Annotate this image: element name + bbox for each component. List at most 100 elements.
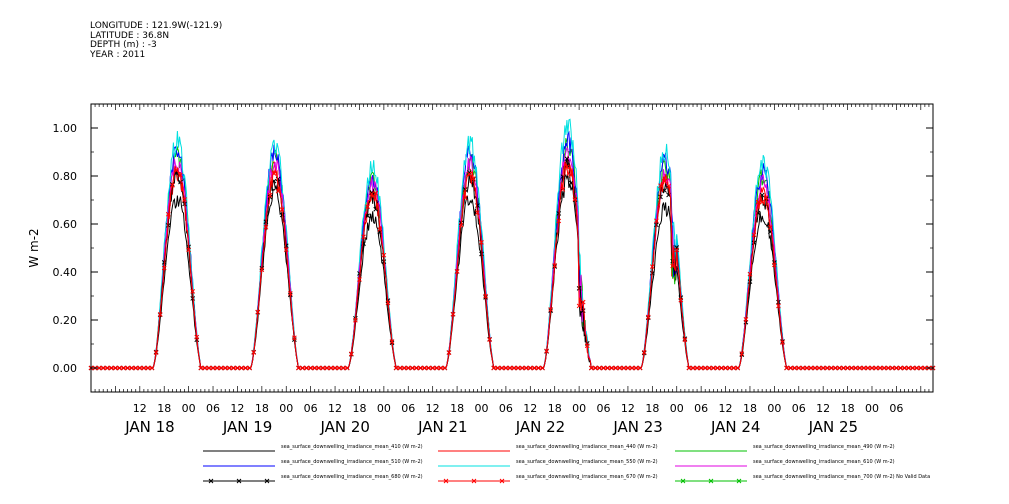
series-marker-7 — [239, 365, 244, 371]
series-line-0 — [91, 173, 933, 369]
series-marker-7 — [885, 365, 891, 371]
series-marker-7 — [397, 365, 403, 371]
series-marker-7 — [613, 365, 619, 371]
series-marker-7 — [698, 365, 704, 371]
legend-label-1: sea_surface_downwelling_irradiance_mean_… — [516, 444, 658, 450]
series-marker-7 — [312, 365, 318, 371]
series-marker-7 — [279, 207, 285, 212]
series-marker-7 — [637, 365, 643, 371]
legend-marker-6 — [236, 478, 242, 484]
series-marker-7 — [633, 365, 639, 371]
series-marker-7 — [702, 365, 708, 371]
series-marker-7 — [100, 365, 106, 371]
series-marker-7 — [776, 303, 781, 309]
series-marker-7 — [247, 365, 252, 371]
series-marker-7 — [198, 365, 204, 371]
series-marker-7 — [153, 350, 159, 355]
series-marker-7 — [617, 365, 623, 371]
series-marker-7 — [320, 365, 326, 371]
series-marker-7 — [300, 365, 305, 371]
series-marker-7 — [731, 365, 737, 371]
axes-layer: 0.00 0.20 0.40 0.60 0.80 1.00 W m-2 12 18 00 06 12 1… — [27, 103, 934, 436]
series-marker-6 — [357, 271, 362, 276]
series-marker-7 — [808, 365, 814, 371]
series-marker-7 — [910, 365, 916, 371]
series-marker-7 — [625, 365, 631, 371]
series-marker-7 — [906, 365, 911, 371]
x-hour-label: 00 — [474, 402, 488, 415]
series-marker-7 — [723, 365, 728, 371]
series-marker-7 — [706, 365, 712, 371]
series-marker-6 — [365, 213, 370, 219]
series-marker-7 — [772, 262, 777, 268]
series-marker-7 — [125, 365, 130, 371]
series-marker-7 — [588, 365, 594, 371]
series-marker-7 — [259, 267, 265, 273]
x-hour-label: 18 — [841, 402, 855, 415]
series-marker-7 — [133, 365, 139, 371]
series-marker-7 — [308, 365, 314, 371]
x-hour-label: 00 — [572, 402, 586, 415]
series-marker-7 — [609, 365, 615, 371]
series-marker-7 — [434, 365, 440, 371]
series-marker-7 — [304, 365, 309, 371]
x-day-label: JAN 23 — [612, 418, 663, 436]
series-marker-7 — [597, 365, 602, 371]
series-marker-7 — [165, 211, 171, 217]
series-marker-7 — [873, 365, 879, 371]
x-day-label: JAN 19 — [222, 418, 273, 436]
series-marker-7 — [865, 365, 871, 371]
series-marker-7 — [206, 365, 212, 371]
series-marker-7 — [601, 365, 606, 371]
legend-marker-7 — [471, 478, 477, 484]
x-hour-label: 00 — [279, 402, 293, 415]
series-marker-7 — [755, 199, 761, 205]
series-marker-7 — [357, 277, 362, 282]
x-hour-label: 18 — [352, 402, 366, 415]
series-marker-7 — [849, 365, 855, 371]
series-marker-7 — [226, 365, 232, 371]
series-marker-7 — [190, 289, 196, 294]
x-hour-label: 06 — [792, 402, 806, 415]
series-marker-7 — [788, 365, 793, 371]
series-marker-7 — [889, 365, 895, 371]
series-marker-7 — [369, 191, 375, 197]
series-line-2 — [91, 138, 933, 369]
series-marker-6 — [369, 190, 375, 196]
series-marker-7 — [678, 297, 684, 303]
legend-label-2: sea_surface_downwelling_irradiance_mean_… — [753, 444, 895, 450]
y-tick-label: 0.60 — [53, 218, 78, 231]
series-marker-7 — [511, 365, 517, 371]
legend: sea_surface_downwelling_irradiance_mean_… — [203, 444, 930, 484]
series-marker-7 — [466, 171, 472, 177]
series-marker-6 — [580, 308, 586, 313]
series-marker-7 — [137, 365, 143, 371]
series-marker-7 — [877, 365, 883, 371]
series-marker-7 — [654, 218, 659, 224]
x-hour-label: 12 — [621, 402, 635, 415]
x-day-label: JAN 21 — [417, 418, 468, 436]
series-marker-7 — [104, 365, 110, 371]
series-marker-7 — [194, 334, 200, 340]
legend-marker-8 — [708, 478, 714, 484]
x-hour-label: 06 — [206, 402, 220, 415]
series-marker-7 — [833, 365, 838, 371]
legend-label-8: sea_surface_downwelling_irradiance_mean_… — [753, 474, 930, 480]
series-marker-7 — [113, 365, 118, 371]
series-marker-7 — [169, 182, 175, 188]
series-marker-7 — [483, 293, 488, 299]
series-line-6 — [91, 158, 933, 369]
series-marker-7 — [719, 365, 724, 371]
series-marker-7 — [820, 365, 826, 371]
series-marker-7 — [210, 365, 216, 371]
series-marker-7 — [804, 365, 810, 371]
legend-label-0: sea_surface_downwelling_irradiance_mean_… — [281, 444, 423, 450]
x-hour-label: 06 — [401, 402, 415, 415]
x-hour-label: 18 — [157, 402, 171, 415]
series-marker-7 — [446, 350, 452, 356]
legend-label-5: sea_surface_downwelling_irradiance_mean_… — [753, 459, 895, 465]
longitude-text: LONGITUDE : 121.9W(-121.9) — [90, 21, 223, 31]
legend-label-3: sea_surface_downwelling_irradiance_mean_… — [281, 459, 423, 465]
x-hour-label: 00 — [670, 402, 684, 415]
